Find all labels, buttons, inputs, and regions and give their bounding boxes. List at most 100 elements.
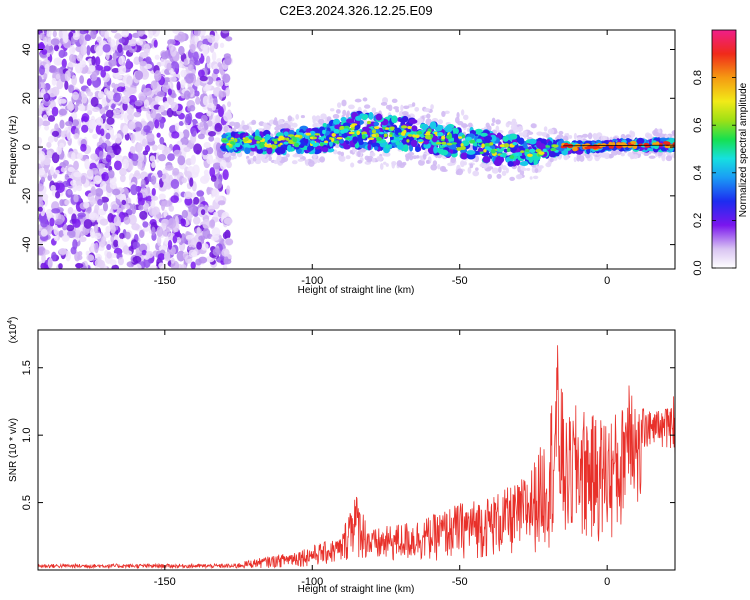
noise-blob xyxy=(167,218,177,229)
band-halo-blob xyxy=(297,158,304,162)
noise-blob xyxy=(170,178,180,189)
band-halo-blob xyxy=(400,104,404,112)
noise-blob xyxy=(164,251,171,262)
noise-blob xyxy=(160,200,166,211)
band-peak-blob xyxy=(382,126,386,130)
noise-blob xyxy=(64,80,69,91)
noise-blob xyxy=(158,245,168,252)
noise-blob xyxy=(53,224,59,236)
spectrogram-panel: -150 -100 -50 0 -40 -20 0 20 40 Height of strai… xyxy=(8,29,676,296)
noise-blob xyxy=(177,31,186,43)
band-halo-blob xyxy=(414,106,420,112)
noise-blob xyxy=(95,45,104,57)
band-core-blob xyxy=(256,148,264,154)
noise-blob xyxy=(156,132,161,138)
band-peak-blob xyxy=(425,131,431,135)
band-halo-blob xyxy=(543,126,548,132)
band-peak-blob xyxy=(259,139,265,143)
snr-x-ticks: -150 -100 -50 0 xyxy=(154,330,610,588)
band-peak-blob xyxy=(322,129,326,135)
band-halo-blob xyxy=(252,155,257,162)
noise-blob xyxy=(213,211,219,218)
noise-blob xyxy=(132,255,142,264)
band-core-blob xyxy=(528,138,537,145)
band-peak-blob xyxy=(600,143,607,147)
band-halo-blob xyxy=(404,153,412,159)
band-peak-blob xyxy=(333,140,337,144)
noise-blob xyxy=(174,122,180,132)
noise-blob xyxy=(102,202,109,212)
band-peak-blob xyxy=(333,128,340,134)
band-peak-blob xyxy=(416,130,423,135)
noise-blob xyxy=(219,159,227,170)
band-halo-blob xyxy=(364,104,371,109)
noise-blob xyxy=(170,257,175,264)
noise-blob xyxy=(176,81,181,91)
noise-blob xyxy=(69,44,76,56)
noise-blob xyxy=(215,142,222,153)
band-peak-blob xyxy=(512,142,518,146)
band-core-blob xyxy=(288,129,295,136)
noise-blob xyxy=(212,248,221,256)
band-halo-blob xyxy=(430,164,438,171)
noise-blob xyxy=(61,234,70,242)
noise-blob xyxy=(72,218,81,228)
noise-blob xyxy=(172,167,180,176)
band-peak-blob xyxy=(425,134,431,140)
noise-blob xyxy=(142,221,149,228)
noise-blob xyxy=(115,74,123,80)
band-peak-blob xyxy=(318,136,325,140)
band-halo-blob xyxy=(558,130,564,135)
band-core-blob xyxy=(410,139,418,148)
band-peak-blob xyxy=(366,120,371,125)
noise-blob xyxy=(64,173,69,180)
noise-blob xyxy=(198,69,205,78)
band-peak-blob xyxy=(288,139,294,144)
noise-blob xyxy=(104,231,111,239)
band-peak-blob xyxy=(479,151,484,154)
noise-blob xyxy=(106,251,112,259)
band-peak-blob xyxy=(490,149,496,154)
band-peak-blob xyxy=(630,141,637,145)
noise-blob xyxy=(178,45,185,56)
noise-blob xyxy=(208,135,215,142)
noise-blob xyxy=(157,144,167,151)
band-peak-blob xyxy=(221,139,229,143)
band-halo-blob xyxy=(456,168,464,176)
band-core-blob xyxy=(522,161,529,166)
band-peak-blob xyxy=(312,142,318,148)
band-peak-blob xyxy=(672,142,675,147)
band-core-blob xyxy=(502,135,509,142)
band-halo-blob xyxy=(276,154,282,162)
band-peak-blob xyxy=(451,142,458,145)
band-halo-blob xyxy=(441,166,446,171)
noise-blob xyxy=(105,225,111,233)
band-halo-blob xyxy=(319,156,326,163)
band-core-blob xyxy=(367,143,372,151)
noise-blob xyxy=(192,216,201,225)
band-halo-blob xyxy=(491,117,496,124)
band-peak-blob xyxy=(285,137,290,141)
noise-blob xyxy=(88,119,97,130)
noise-blob xyxy=(110,30,118,34)
band-peak-blob xyxy=(243,143,251,148)
noise-blob xyxy=(202,95,209,106)
noise-blob xyxy=(139,210,148,220)
band-halo-blob xyxy=(357,150,361,158)
y-tick-label: -40 xyxy=(21,237,33,253)
noise-blob xyxy=(193,30,201,37)
noise-blob xyxy=(203,86,209,92)
noise-blob xyxy=(90,96,99,107)
noise-blob xyxy=(215,114,221,125)
band-halo-blob xyxy=(643,152,650,157)
band-core-blob xyxy=(307,145,314,152)
y-tick-label: 1.5 xyxy=(21,360,33,375)
band-peak-blob xyxy=(279,142,283,146)
noise-blob xyxy=(121,30,130,38)
noise-blob xyxy=(108,169,115,179)
band-halo-blob xyxy=(291,122,298,128)
noise-blob xyxy=(119,174,126,183)
band-peak-blob xyxy=(312,136,317,140)
snr-frame xyxy=(37,329,676,571)
band-halo-blob xyxy=(425,118,432,126)
